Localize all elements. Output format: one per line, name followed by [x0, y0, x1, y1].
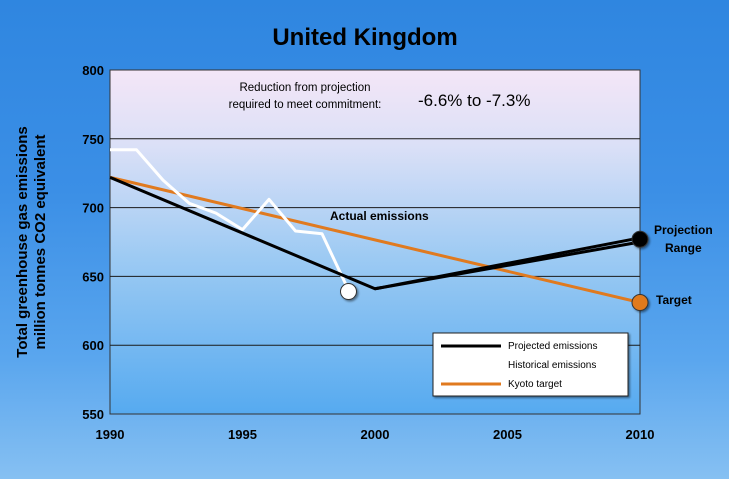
series-line-historical-emissions: [110, 148, 350, 291]
series-layer: [109, 148, 649, 312]
x-axis-ticks: 1990 1995 2000 2005 2010: [96, 427, 655, 442]
y-tick-label-800: 800: [82, 63, 104, 78]
legend: Projected emissions Historical emissions…: [432, 332, 629, 397]
series-end-marker-historical-emissions: [340, 283, 357, 301]
x-tick-label-2005: 2005: [493, 427, 522, 442]
projection-annotation-line2: Range: [665, 241, 702, 255]
series-line-kyoto-target: [109, 175, 641, 305]
x-tick-label-2010: 2010: [626, 427, 655, 442]
x-tick-label-1995: 1995: [228, 427, 257, 442]
legend-label-kyoto: Kyoto target: [508, 379, 562, 390]
y-axis-label-line2: million tonnes CO2 equivalent: [32, 134, 49, 349]
series-line-projected-emissions-low: [374, 240, 641, 291]
series-end-marker-projected-emissions: [631, 230, 649, 248]
projection-annotation-line1: Projection: [654, 223, 713, 237]
x-tick-label-1990: 1990: [96, 427, 125, 442]
y-axis-label-line1: Total greenhouse gas emissions: [14, 126, 31, 357]
y-tick-label-750: 750: [82, 132, 104, 147]
series-end-marker-kyoto-target: [631, 294, 649, 312]
y-axis-ticks: 550 600 650 700 750 800: [82, 63, 104, 422]
legend-label-projected: Projected emissions: [508, 341, 597, 352]
y-tick-label-600: 600: [82, 338, 104, 353]
y-tick-label-700: 700: [82, 201, 104, 216]
target-annotation: Target: [656, 293, 692, 307]
legend-label-historical: Historical emissions: [508, 360, 596, 371]
y-tick-label-550: 550: [82, 407, 104, 422]
chart-title: United Kingdom: [272, 24, 457, 51]
reduction-note-line1: Reduction from projection: [239, 82, 370, 94]
x-tick-label-2000: 2000: [361, 427, 390, 442]
reduction-note-line2: required to meet commitment:: [229, 99, 382, 111]
reduction-value: -6.6% to -7.3%: [418, 91, 530, 110]
actual-emissions-annotation: Actual emissions: [330, 209, 429, 223]
y-tick-label-650: 650: [82, 269, 104, 284]
